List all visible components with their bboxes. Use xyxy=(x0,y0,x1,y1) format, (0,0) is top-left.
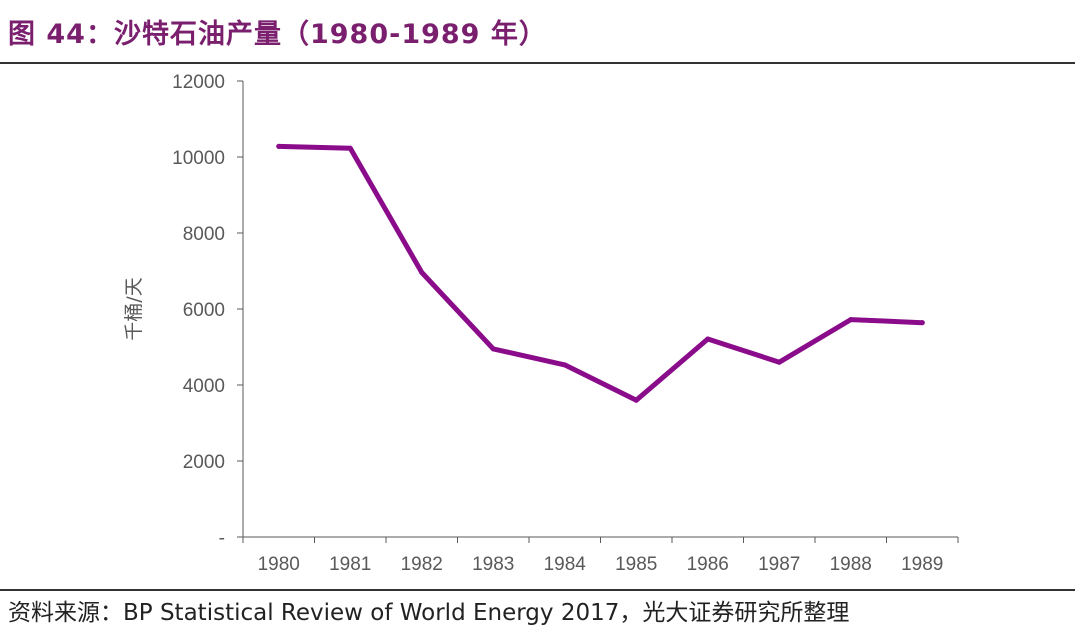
x-axis: 1980 1981 1982 1983 1984 1985 1986 1987 1988 1989 xyxy=(242,536,959,575)
top-rule xyxy=(0,62,1075,64)
y-axis-title: 千桶/天 xyxy=(123,277,145,340)
series-group xyxy=(276,143,925,403)
bottom-rule xyxy=(0,589,1075,591)
x-tick-label: 1981 xyxy=(329,554,371,575)
y-axis: - 2000 4000 6000 8000 10000 12000 xyxy=(172,72,244,549)
figure-title: 图 44：沙特石油产量（1980-1989 年） xyxy=(8,19,547,50)
data-point xyxy=(705,336,711,342)
data-point xyxy=(419,270,425,276)
y-tick-label: 10000 xyxy=(172,148,225,169)
x-tick-label: 1980 xyxy=(258,554,300,575)
data-point xyxy=(848,317,854,323)
data-point xyxy=(919,320,925,326)
y-tick-label: - xyxy=(219,528,225,549)
x-tick-label: 1988 xyxy=(830,554,872,575)
data-point xyxy=(776,359,782,365)
data-point xyxy=(562,362,568,368)
data-point xyxy=(347,145,353,151)
source-note: 资料来源：BP Statistical Review of World Ener… xyxy=(8,600,850,626)
y-tick-label: 8000 xyxy=(183,224,225,245)
x-tick-label: 1983 xyxy=(472,554,514,575)
y-tick-label: 2000 xyxy=(183,452,225,473)
x-tick-label: 1989 xyxy=(901,554,943,575)
y-tick-label: 4000 xyxy=(183,376,225,397)
data-point xyxy=(276,143,282,149)
series-line xyxy=(276,143,925,403)
y-tick-label: 6000 xyxy=(183,300,225,321)
x-tick-label: 1986 xyxy=(687,554,729,575)
x-tick-label: 1982 xyxy=(401,554,443,575)
y-tick-label: 12000 xyxy=(172,72,225,93)
data-point xyxy=(490,346,496,352)
x-tick-label: 1987 xyxy=(758,554,800,575)
x-tick-label: 1985 xyxy=(615,554,657,575)
data-point xyxy=(633,397,639,403)
x-tick-label: 1984 xyxy=(544,554,587,575)
